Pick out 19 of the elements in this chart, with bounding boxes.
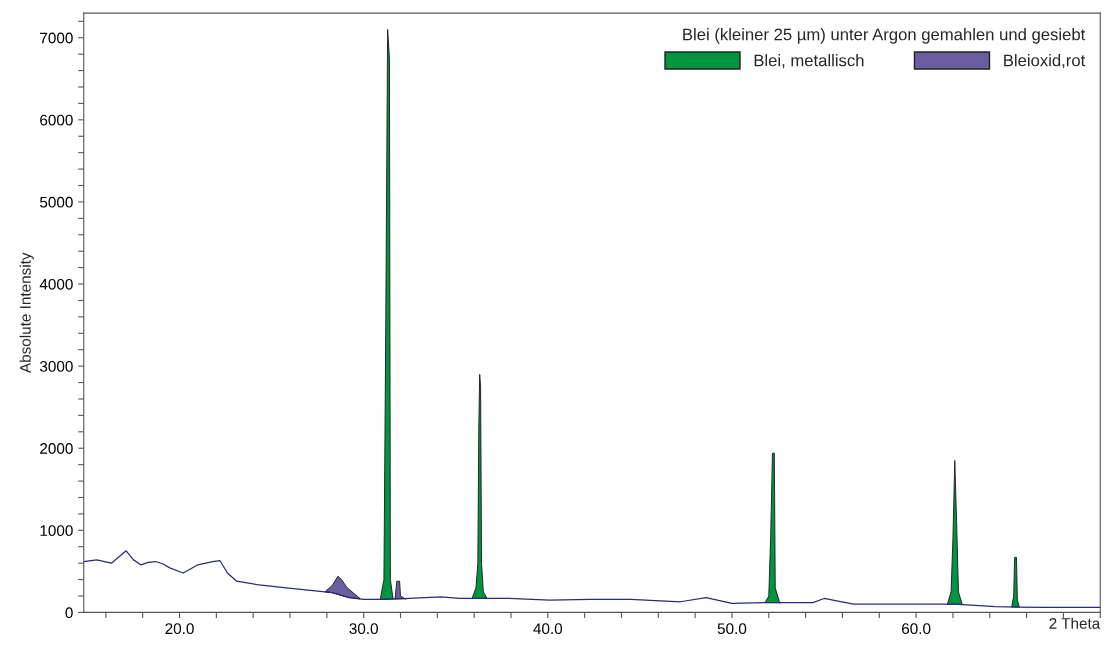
y-tick-label: 7000 xyxy=(40,32,73,44)
y-tick-label: 5000 xyxy=(39,196,73,208)
x-tick-label: 30.0 xyxy=(349,623,378,635)
x-tick-label: 50.0 xyxy=(717,623,747,635)
x-axis-title: 2 Theta xyxy=(1049,617,1101,629)
y-axis-title: Absolute Intensity xyxy=(19,252,34,374)
y-tick-label: 6000 xyxy=(40,114,73,126)
x-tick-label: 60.0 xyxy=(902,623,931,635)
y-tick-label: 0 xyxy=(65,607,73,619)
legend-label: Bleioxid,rot xyxy=(1004,54,1086,69)
y-tick-label: 4000 xyxy=(39,278,73,290)
x-tick-label: 20.0 xyxy=(165,623,194,635)
line-series xyxy=(83,550,1101,609)
y-tick-label: 3000 xyxy=(39,360,73,372)
legend-title: Blei (kleiner 25 µm) unter Argon gemahlen und gesiebt xyxy=(683,28,1086,44)
y-tick-label: 2000 xyxy=(40,443,73,454)
x-tick-label: 40.0 xyxy=(533,623,563,635)
legend-label: Blei, metallisch xyxy=(754,54,864,69)
y-tick-label: 1000 xyxy=(40,525,73,537)
